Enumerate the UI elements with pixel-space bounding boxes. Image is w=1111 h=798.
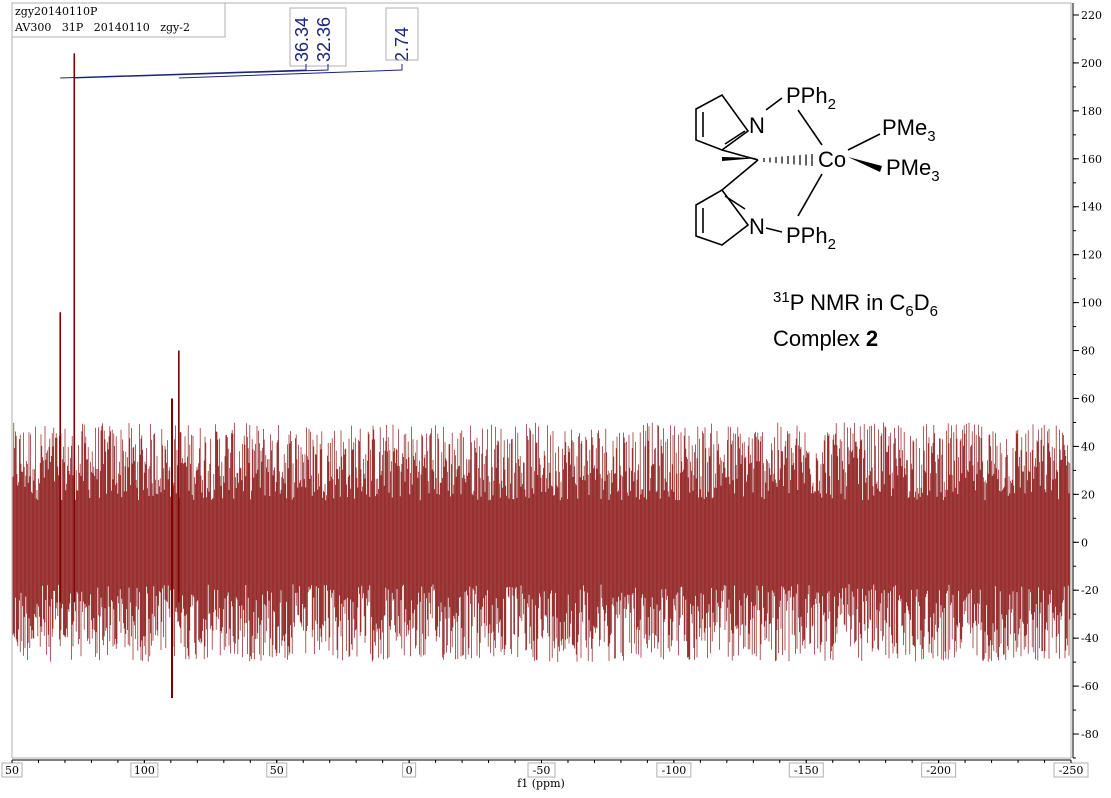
co-label: Co <box>818 147 846 172</box>
header-box: zgy20140110P AV300 31P 20140110 zgy-2 <box>11 2 226 38</box>
x-tick-label: -200 <box>926 764 951 777</box>
spectrum-noise <box>12 422 1071 663</box>
nmr-subscript-2: 6 <box>930 303 938 320</box>
peak-label: 36.34 <box>292 17 312 62</box>
y-tick-label: -60 <box>1081 680 1099 693</box>
pyrrole-ring-top <box>695 93 750 151</box>
spectrum-layer <box>12 53 1071 699</box>
pme3-wedge <box>848 157 882 172</box>
pme3-b-sub: 3 <box>931 168 939 185</box>
peak-label: 32.36 <box>314 17 334 62</box>
pme3-a-label: PMe <box>882 115 927 140</box>
y-tick-label: 0 <box>1081 536 1088 549</box>
x-axis: 50 100 50 0 -50 -100 -150 -200 -250 <box>1 759 1089 778</box>
y-axis: 220200180160140120100806040200-20-40-60-… <box>1072 3 1102 759</box>
pph2-bottom-label: PPh <box>786 223 828 248</box>
y-tick-label: 80 <box>1081 345 1095 358</box>
complex-text: Complex <box>773 326 866 351</box>
y-tick-label: 100 <box>1081 297 1102 310</box>
y-tick-label: 160 <box>1081 153 1102 166</box>
x-tick-label: -100 <box>662 764 687 777</box>
y-tick-label: -80 <box>1081 728 1099 741</box>
y-tick-label: -40 <box>1081 632 1099 645</box>
plot-frame <box>11 2 1072 759</box>
svg-text:Complex 2: Complex 2 <box>773 326 878 351</box>
pph2-top-sub: 2 <box>828 96 836 113</box>
header-line2: AV300 31P 20140110 zgy-2 <box>14 21 190 34</box>
pyrrole-ring-bottom <box>695 188 750 246</box>
header-line1: zgy20140110P <box>15 5 98 18</box>
hashed-bond <box>763 154 813 166</box>
n-bottom-label: N <box>749 214 765 239</box>
nmr-text: P NMR in C <box>790 290 906 315</box>
svg-text:PMe3: PMe3 <box>882 115 936 145</box>
x-tick-label: 100 <box>134 764 155 777</box>
y-tick-label: 20 <box>1081 488 1095 501</box>
svg-text:31P NMR in C6D6: 31P NMR in C6D6 <box>773 289 938 320</box>
complex-number: 2 <box>866 326 878 351</box>
y-tick-label: 220 <box>1081 9 1102 22</box>
peak-labels: 36.34 32.36 2.74 <box>60 7 419 79</box>
nmr-subscript-1: 6 <box>905 303 913 320</box>
pme3-a-sub: 3 <box>927 128 935 145</box>
y-tick-label: 180 <box>1081 105 1102 118</box>
spectrum-annotation: 31P NMR in C6D6 Complex 2 <box>773 289 938 351</box>
pme3-b-label: PMe <box>886 155 931 180</box>
svg-text:PMe3: PMe3 <box>886 155 940 185</box>
nmr-d: D <box>914 290 930 315</box>
molecule-labels: N PPh2 N PPh2 Co PMe3 PMe3 <box>749 83 940 253</box>
svg-text:PPh2: PPh2 <box>786 83 836 113</box>
peak-label: 2.74 <box>392 27 412 62</box>
x-tick-label: 50 <box>270 764 284 777</box>
y-tick-label: 60 <box>1081 392 1095 405</box>
pph2-top-label: PPh <box>786 83 828 108</box>
x-tick-label: -250 <box>1059 764 1084 777</box>
x-tick-label: 50 <box>5 764 19 777</box>
n-top-label: N <box>749 113 765 138</box>
molecule-structure <box>695 93 882 246</box>
x-tick-label: -150 <box>794 764 819 777</box>
y-tick-label: 120 <box>1081 249 1102 262</box>
x-tick-label: 0 <box>406 764 413 777</box>
methyl-wedge <box>722 157 758 161</box>
x-tick-label: -50 <box>533 764 551 777</box>
y-tick-label: 200 <box>1081 57 1102 70</box>
y-tick-label: -20 <box>1081 584 1099 597</box>
pph2-bottom-sub: 2 <box>828 236 836 253</box>
y-tick-label: 40 <box>1081 440 1095 453</box>
nmr-superscript: 31 <box>773 289 790 306</box>
x-axis-label: f1 (ppm) <box>517 777 565 790</box>
y-tick-label: 140 <box>1081 201 1102 214</box>
svg-text:PPh2: PPh2 <box>786 223 836 253</box>
